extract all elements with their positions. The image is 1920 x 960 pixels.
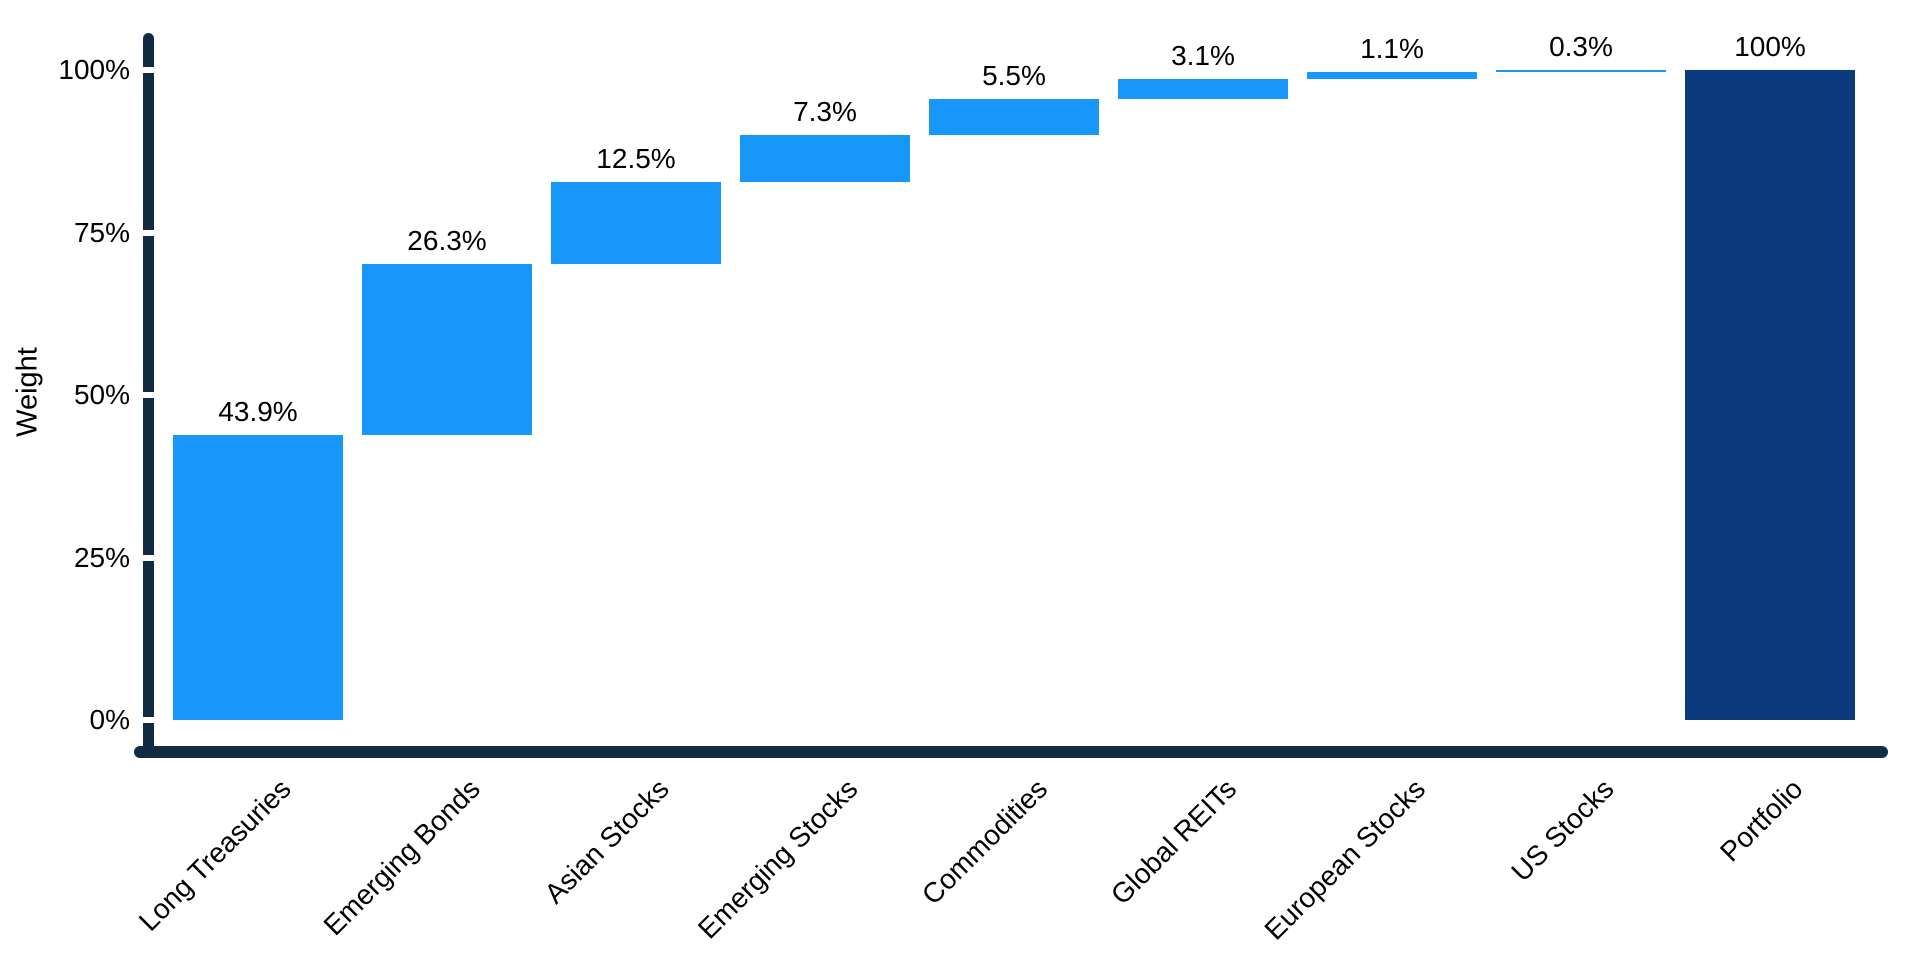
x-tick-label-emerging-bonds: Emerging Bonds — [317, 773, 486, 942]
bar-commodities — [929, 99, 1099, 135]
y-tick-label-25-: 25% — [73, 541, 130, 573]
x-tick-label-global-reits: Global REITs — [1104, 773, 1242, 911]
y-tick-mark-0- — [142, 717, 155, 723]
value-label-us-stocks: 0.3% — [1549, 31, 1613, 62]
bar-long-treasuries — [173, 434, 343, 720]
x-tick-label-portfolio: Portfolio — [1714, 773, 1809, 868]
x-tick-label-emerging-stocks: Emerging Stocks — [692, 773, 864, 945]
value-label-emerging-bonds: 26.3% — [407, 224, 487, 256]
x-tick-label-us-stocks: US Stocks — [1505, 773, 1620, 888]
value-label-asian-stocks: 12.5% — [596, 143, 676, 175]
y-tick-label-100-: 100% — [58, 54, 130, 85]
bar-us-stocks — [1496, 70, 1666, 72]
y-tick-label-0-: 0% — [89, 704, 130, 735]
y-tick-mark-75- — [142, 229, 155, 236]
value-label-emerging-stocks: 7.3% — [793, 96, 857, 127]
y-tick-label-75-: 75% — [73, 216, 130, 248]
x-axis-line — [134, 746, 1888, 758]
value-label-portfolio: 100% — [1734, 31, 1806, 62]
bar-emerging-bonds — [362, 263, 532, 435]
bar-european-stocks — [1307, 71, 1477, 80]
bar-global-reits — [1118, 79, 1288, 100]
x-tick-label-commodities: Commodities — [915, 773, 1053, 911]
x-tick-label-european-stocks: European Stocks — [1258, 773, 1431, 946]
value-label-european-stocks: 1.1% — [1360, 32, 1424, 64]
bar-asian-stocks — [551, 182, 721, 264]
y-tick-mark-100- — [142, 67, 155, 73]
x-tick-label-asian-stocks: Asian Stocks — [538, 773, 675, 910]
bar-emerging-stocks — [740, 135, 910, 183]
y-tick-mark-25- — [142, 554, 155, 561]
value-label-commodities: 5.5% — [982, 60, 1046, 92]
x-tick-label-long-treasuries: Long Treasuries — [133, 773, 297, 937]
value-label-long-treasuries: 43.9% — [218, 395, 298, 427]
bar-portfolio — [1685, 70, 1855, 720]
value-label-global-reits: 3.1% — [1171, 40, 1235, 72]
y-tick-label-50-: 50% — [73, 379, 130, 410]
y-tick-mark-50- — [142, 392, 155, 398]
